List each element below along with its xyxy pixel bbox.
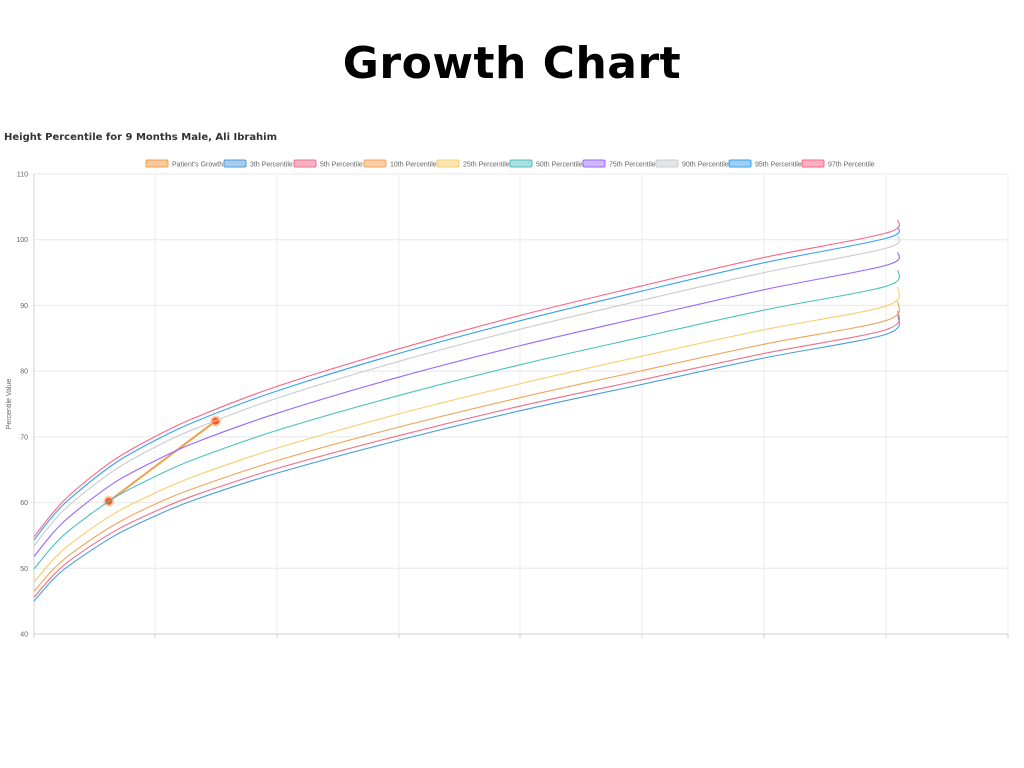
series-line-95th-percentile <box>33 226 901 541</box>
y-tick-label: 60 <box>20 500 28 507</box>
legend-swatch <box>801 159 825 168</box>
legend: Patient's Growth 3th Percentile 5th Percen… <box>145 159 875 169</box>
series-line-50th-percentile <box>33 269 901 570</box>
series-line-90th-percentile <box>33 235 901 547</box>
legend-label: 75th Percentile <box>609 162 656 169</box>
legend-label: Patient's Growth <box>172 162 223 169</box>
y-tick-label: 110 <box>17 172 28 179</box>
legend-swatch <box>728 159 752 168</box>
legend-label: 25th Percentile <box>463 162 510 169</box>
series-line-75th-percentile <box>33 251 901 557</box>
legend-swatch <box>293 159 317 168</box>
legend-label: 5th Percentile <box>320 162 363 169</box>
legend-label: 90th Percentile <box>682 162 729 169</box>
legend-swatch <box>145 159 169 168</box>
legend-swatch <box>582 159 606 168</box>
legend-swatch <box>363 159 387 168</box>
y-tick-label: 40 <box>20 632 28 639</box>
y-tick-label: 90 <box>20 303 28 310</box>
series-line-97th-percentile <box>33 219 901 538</box>
y-tick-label: 100 <box>16 237 28 244</box>
legend-swatch <box>223 159 247 168</box>
legend-swatch <box>436 159 460 168</box>
axes: 40 50 60 70 80 90 100 110 <box>16 172 1009 639</box>
legend-swatch <box>509 159 533 168</box>
y-tick-label: 50 <box>20 566 28 573</box>
legend-label: 10th Percentile <box>390 162 437 169</box>
y-axis-title: Percentile Value <box>6 379 13 430</box>
chart-title: Height Percentile for 9 Months Male, Ali… <box>4 132 278 143</box>
legend-label: 95th Percentile <box>755 162 802 169</box>
y-tick-label: 70 <box>20 434 28 441</box>
legend-label: 50th Percentile <box>536 162 583 169</box>
legend-label: 97th Percentile <box>828 162 875 169</box>
grid <box>34 173 1009 635</box>
y-tick-label: 80 <box>20 369 28 376</box>
legend-label: 3th Percentile <box>250 162 293 169</box>
series-line-10th-percentile <box>33 301 901 592</box>
legend-swatch <box>655 159 679 168</box>
series-lines <box>33 219 901 602</box>
series-line-3th-percentile <box>33 314 901 602</box>
series-line-patient-s-growth <box>108 420 217 503</box>
series-line-25th-percentile <box>33 286 901 583</box>
series-line-5th-percentile <box>33 310 901 598</box>
page-title: Growth Chart <box>342 38 682 89</box>
growth-line-chart: 40 50 60 70 80 90 100 110 Patient's Growth 3th P… <box>6 159 1009 639</box>
